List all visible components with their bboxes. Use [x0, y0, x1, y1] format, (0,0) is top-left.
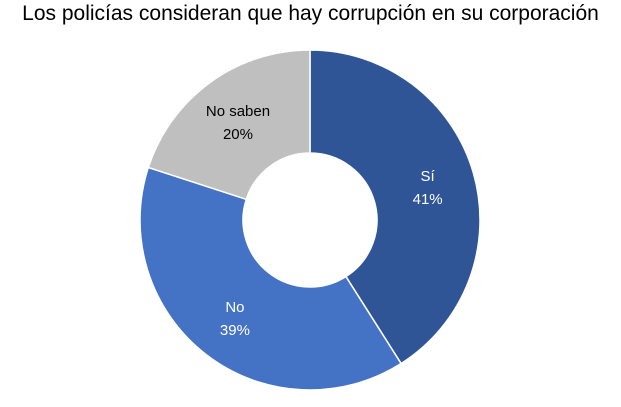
slice-label-no-saben: No saben — [206, 103, 270, 120]
chart-title: Los policías consideran que hay corrupci… — [22, 2, 599, 25]
slice-label-si: Sí — [421, 168, 436, 185]
slice-value-no-saben: 20% — [223, 126, 253, 143]
slice-no — [139, 166, 403, 391]
slice-label-no: No — [225, 299, 244, 316]
slice-value-no: 39% — [220, 322, 250, 339]
slice-value-si: 41% — [413, 191, 443, 208]
slice-si — [309, 49, 481, 365]
slice-no-saben — [147, 49, 311, 201]
